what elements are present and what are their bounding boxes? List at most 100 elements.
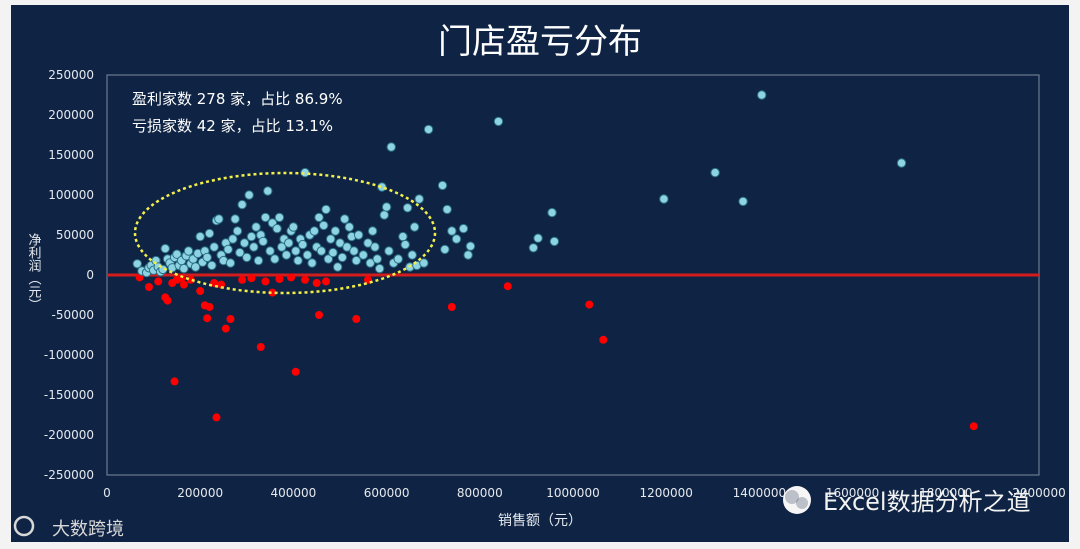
loss-points bbox=[135, 273, 978, 431]
profit-point bbox=[235, 247, 245, 258]
profit-point bbox=[265, 246, 275, 256]
loss-point bbox=[599, 335, 608, 344]
profit-point bbox=[342, 242, 352, 252]
loss-point bbox=[212, 413, 221, 422]
profit-point bbox=[225, 258, 236, 268]
loss-point bbox=[177, 274, 186, 283]
x-tick-label: 1200000 bbox=[639, 486, 692, 500]
profit-point bbox=[372, 254, 382, 264]
profit-point bbox=[314, 212, 324, 223]
y-tick-label: 150000 bbox=[48, 148, 94, 162]
loss-point bbox=[221, 324, 230, 333]
profit-point bbox=[423, 124, 434, 135]
x-tick-label: 600000 bbox=[364, 486, 410, 500]
profit-point bbox=[365, 258, 375, 268]
profit-point bbox=[533, 233, 543, 243]
loss-point bbox=[261, 277, 270, 286]
profit-point bbox=[263, 186, 273, 196]
profit-point bbox=[214, 214, 224, 224]
profit-point bbox=[896, 158, 907, 168]
x-tick-label: 1600000 bbox=[826, 486, 879, 500]
loss-point bbox=[322, 277, 331, 286]
profit-point bbox=[330, 226, 341, 236]
profit-point bbox=[465, 241, 476, 251]
watermark-right: Excel数据分析之道 bbox=[823, 488, 1031, 516]
profit-point bbox=[547, 207, 557, 218]
profit-point bbox=[195, 231, 205, 242]
profit-point bbox=[528, 243, 539, 253]
profit-point bbox=[190, 262, 201, 272]
loss-point bbox=[247, 274, 256, 283]
loss-point bbox=[291, 367, 300, 376]
profit-point bbox=[440, 244, 450, 255]
profit-point bbox=[207, 260, 217, 271]
profit-point bbox=[757, 90, 767, 100]
profit-point bbox=[223, 244, 233, 255]
loss-point bbox=[268, 288, 277, 297]
profit-point bbox=[228, 234, 238, 244]
y-axis-tick-labels: 250000 200000 150000 100000 50000 0 -50000 -100… bbox=[44, 68, 94, 482]
profit-point bbox=[246, 231, 257, 242]
loss-point bbox=[163, 296, 172, 305]
y-tick-label: -200000 bbox=[44, 428, 94, 442]
profit-points bbox=[132, 90, 907, 278]
loss-point bbox=[447, 303, 456, 311]
profit-point bbox=[409, 222, 420, 232]
loss-point bbox=[144, 283, 153, 291]
y-tick-label: 100000 bbox=[48, 188, 94, 202]
profit-point bbox=[284, 238, 294, 248]
profit-point bbox=[407, 250, 417, 260]
profit-point bbox=[386, 142, 396, 152]
loss-point bbox=[238, 275, 247, 284]
profit-point bbox=[293, 255, 303, 266]
loss-point bbox=[312, 279, 321, 287]
y-tick-label: -50000 bbox=[51, 308, 94, 322]
profit-point bbox=[307, 258, 317, 268]
x-tick-label: 1400000 bbox=[733, 486, 786, 500]
profit-point bbox=[316, 246, 327, 256]
profit-point bbox=[325, 234, 336, 244]
profit-point bbox=[309, 226, 320, 236]
profit-point bbox=[253, 255, 264, 266]
x-tick-label: 1000000 bbox=[546, 486, 599, 500]
profit-point bbox=[183, 246, 194, 256]
profit-point bbox=[239, 238, 250, 248]
profit-point bbox=[367, 226, 378, 236]
profit-point bbox=[258, 236, 268, 247]
y-tick-label: 50000 bbox=[56, 228, 94, 242]
loss-point bbox=[585, 300, 594, 309]
profit-point bbox=[281, 250, 292, 260]
x-tick-label: 0 bbox=[103, 486, 111, 500]
profit-point bbox=[344, 222, 355, 232]
profit-point bbox=[419, 258, 429, 268]
profit-point bbox=[351, 255, 362, 266]
brand-watermark: 大数跨境 bbox=[13, 515, 124, 540]
loss-point bbox=[179, 280, 188, 289]
y-tick-label: 200000 bbox=[48, 108, 94, 122]
profit-point bbox=[204, 228, 215, 239]
profit-point bbox=[179, 263, 189, 274]
loss-point bbox=[205, 303, 214, 311]
profit-point bbox=[321, 204, 331, 215]
profit-point bbox=[160, 243, 170, 254]
loss-point bbox=[256, 343, 265, 351]
loss-point bbox=[352, 315, 361, 323]
watermark-left: 大数跨境 bbox=[52, 519, 124, 540]
y-tick-label: -150000 bbox=[44, 388, 94, 402]
profit-point bbox=[339, 214, 350, 224]
y-tick-label: -250000 bbox=[44, 468, 94, 482]
profit-point bbox=[710, 167, 720, 178]
x-axis-label: 销售额（元） bbox=[498, 513, 582, 529]
profit-point bbox=[363, 238, 373, 248]
profit-point bbox=[659, 194, 669, 204]
x-tick-label: 2000000 bbox=[1012, 486, 1065, 500]
profit-point bbox=[384, 246, 394, 256]
y-tick-label: 250000 bbox=[48, 68, 94, 82]
profit-point bbox=[230, 214, 240, 224]
x-tick-label: 200000 bbox=[177, 486, 223, 500]
profit-point bbox=[302, 250, 313, 260]
y-axis-label: 净利润（元） bbox=[26, 233, 42, 311]
profit-point bbox=[270, 254, 280, 264]
loss-point bbox=[301, 275, 310, 284]
profit-point bbox=[442, 204, 452, 215]
